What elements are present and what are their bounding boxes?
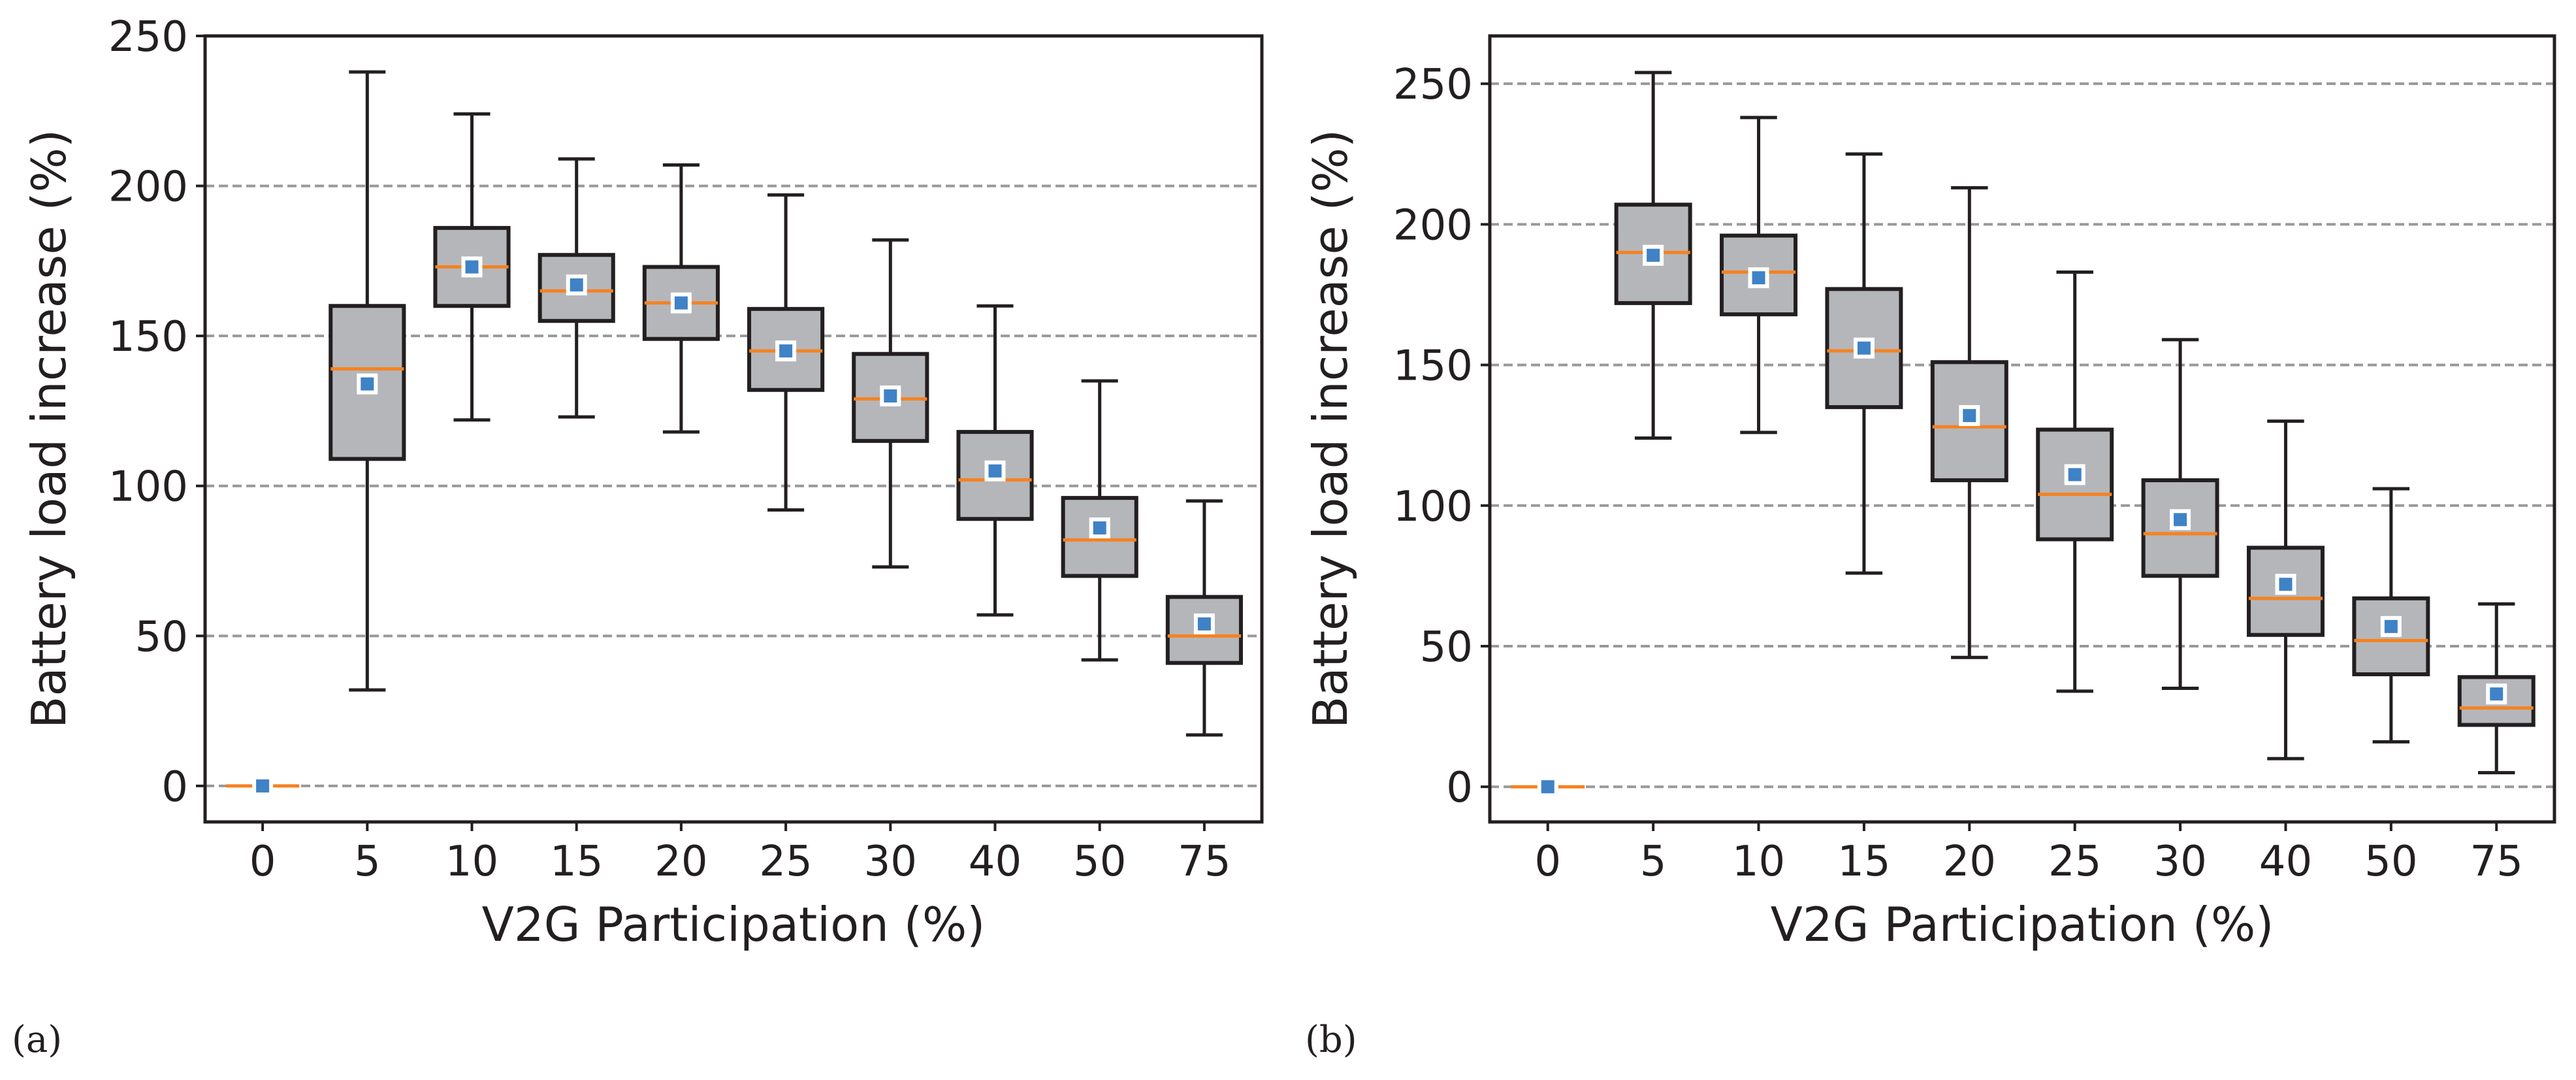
box-5: [329, 70, 406, 692]
box-40: [2246, 419, 2325, 761]
mean-marker: [566, 274, 587, 296]
y-axis-label: Battery load increase (%): [1303, 129, 1358, 728]
mean-marker: [670, 292, 692, 314]
y-tick-label: 150: [108, 313, 188, 361]
x-axis-label: V2G Participation (%): [1771, 897, 2274, 952]
panel-label: (b): [1305, 1019, 1357, 1061]
chart-panel-a: 0 50 100 150 200 250 0 5 10 15 20 25 30 40 50 75 V2G Par…: [12, 13, 1264, 1061]
y-tick-label: 150: [1393, 342, 1473, 391]
box-30: [852, 238, 929, 569]
x-tick-label: 50: [1073, 838, 1126, 886]
x-tick-label: 40: [969, 838, 1022, 886]
box-20: [642, 163, 720, 434]
mean-marker: [1537, 776, 1558, 798]
x-tick-label: 50: [2364, 838, 2417, 886]
x-tick-label: 5: [354, 838, 381, 886]
box-body: [1825, 287, 1903, 410]
box-40: [956, 304, 1034, 617]
y-tick-label: 0: [161, 763, 188, 811]
x-tick-label: 40: [2259, 838, 2312, 886]
chart-panel-b: 0 50 100 150 200 250 0 5 10 15 20 25 30 40 50 75 V2G Par…: [1303, 34, 2556, 1061]
axes-frame: [1488, 34, 2556, 824]
y-tick-label: 0: [1446, 764, 1473, 812]
box-0: [226, 775, 300, 796]
x-tick-label: 10: [1732, 838, 1785, 886]
x-tick-label: 10: [445, 838, 498, 886]
box-25: [747, 193, 825, 512]
x-tick-label: 25: [759, 838, 812, 886]
mean-marker: [984, 460, 1006, 482]
x-tick-label: 0: [1534, 838, 1561, 886]
box-20: [1930, 186, 2008, 659]
y-tick-label: 250: [108, 13, 188, 61]
y-tick-label: 200: [1393, 201, 1473, 250]
mean-marker: [1853, 337, 1875, 359]
x-tick-label: 25: [2048, 838, 2101, 886]
y-tick-label: 50: [1420, 623, 1473, 672]
y-tick-label: 100: [1393, 483, 1473, 531]
x-tick-label: 75: [1178, 838, 1231, 886]
y-tick-label: 250: [1393, 61, 1473, 109]
x-tick-label: 5: [1640, 838, 1667, 886]
y-axis-label: Battery load increase (%): [22, 129, 76, 728]
mean-marker: [1193, 613, 1215, 634]
box-25: [2036, 270, 2114, 693]
axes-frame: [203, 34, 1264, 824]
mean-marker: [2275, 574, 2296, 595]
y-tick-label: 200: [108, 163, 188, 212]
box-30: [2141, 338, 2219, 691]
box-body: [2246, 546, 2325, 637]
y-tick-label: 100: [108, 463, 188, 512]
mean-marker: [2380, 615, 2402, 637]
mean-marker: [2064, 464, 2085, 485]
mean-marker: [461, 256, 483, 278]
mean-marker: [880, 385, 901, 406]
box-75: [2457, 602, 2536, 775]
x-tick-label: 15: [550, 838, 603, 886]
x-axis-label: V2G Participation (%): [482, 897, 986, 952]
box-15: [1825, 152, 1903, 575]
mean-marker: [1643, 244, 1664, 266]
panel-label: (a): [12, 1019, 62, 1061]
x-tick-label: 20: [654, 838, 707, 886]
mean-marker: [2170, 509, 2191, 531]
box-75: [1165, 499, 1243, 737]
box-5: [1614, 71, 1692, 440]
box-10: [433, 112, 511, 422]
box-50: [1061, 379, 1138, 662]
x-tick-label: 15: [1837, 838, 1890, 886]
x-tick-label: 30: [864, 838, 917, 886]
box-0: [1511, 776, 1585, 798]
x-tick-label: 20: [1943, 838, 1996, 886]
mean-marker: [2486, 683, 2507, 705]
mean-marker: [1748, 267, 1769, 289]
mean-marker: [1959, 405, 1980, 427]
mean-marker: [775, 340, 797, 362]
box-body: [956, 430, 1034, 521]
box-50: [2352, 487, 2430, 744]
box-10: [1720, 116, 1798, 434]
box-15: [538, 157, 615, 419]
x-tick-label: 0: [250, 838, 276, 886]
mean-marker: [1089, 517, 1110, 539]
box-body: [1930, 360, 2008, 483]
mean-marker: [252, 775, 274, 796]
y-tick-label: 50: [135, 613, 188, 661]
mean-marker: [357, 373, 378, 395]
x-tick-label: 30: [2153, 838, 2206, 886]
x-tick-label: 75: [2470, 838, 2523, 886]
